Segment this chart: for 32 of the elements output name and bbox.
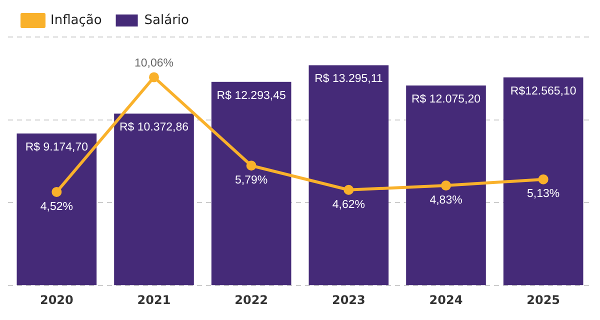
data-label: 5,13% <box>527 188 560 200</box>
bar <box>16 134 97 286</box>
bar <box>211 82 292 286</box>
point <box>149 72 159 82</box>
point <box>538 174 548 184</box>
x-tick-label: 2023 <box>332 292 366 307</box>
data-label: R$ 10.372,86 <box>119 122 189 134</box>
bar <box>308 65 389 286</box>
data-label: 5,79% <box>235 174 268 187</box>
x-tick-label: 2025 <box>526 292 560 307</box>
legend-label: Salário <box>144 12 190 28</box>
point <box>246 160 256 171</box>
data-label: 4,62% <box>332 198 365 211</box>
point <box>344 184 354 195</box>
data-label: 4,52% <box>40 200 73 213</box>
data-label: 10,06% <box>134 58 174 70</box>
x-tick-label: 2021 <box>137 292 171 307</box>
x-tick-label: 2020 <box>40 292 74 307</box>
legend-label: Inflação <box>50 12 102 28</box>
data-label: R$ 12.075,20 <box>411 93 481 106</box>
point <box>52 186 62 197</box>
point <box>441 180 451 191</box>
bar <box>503 77 584 286</box>
data-label: R$ 13.295,11 <box>314 73 383 86</box>
x-tick-label: 2022 <box>234 292 268 307</box>
bar <box>406 85 486 286</box>
data-label: R$ 9.174,70 <box>25 141 88 154</box>
data-label: R$12.565,10 <box>510 85 576 98</box>
bar <box>114 114 194 286</box>
data-label: 4,83% <box>430 194 462 206</box>
x-tick-label: 2024 <box>429 292 463 307</box>
data-label: R$ 12.293,45 <box>216 90 286 102</box>
